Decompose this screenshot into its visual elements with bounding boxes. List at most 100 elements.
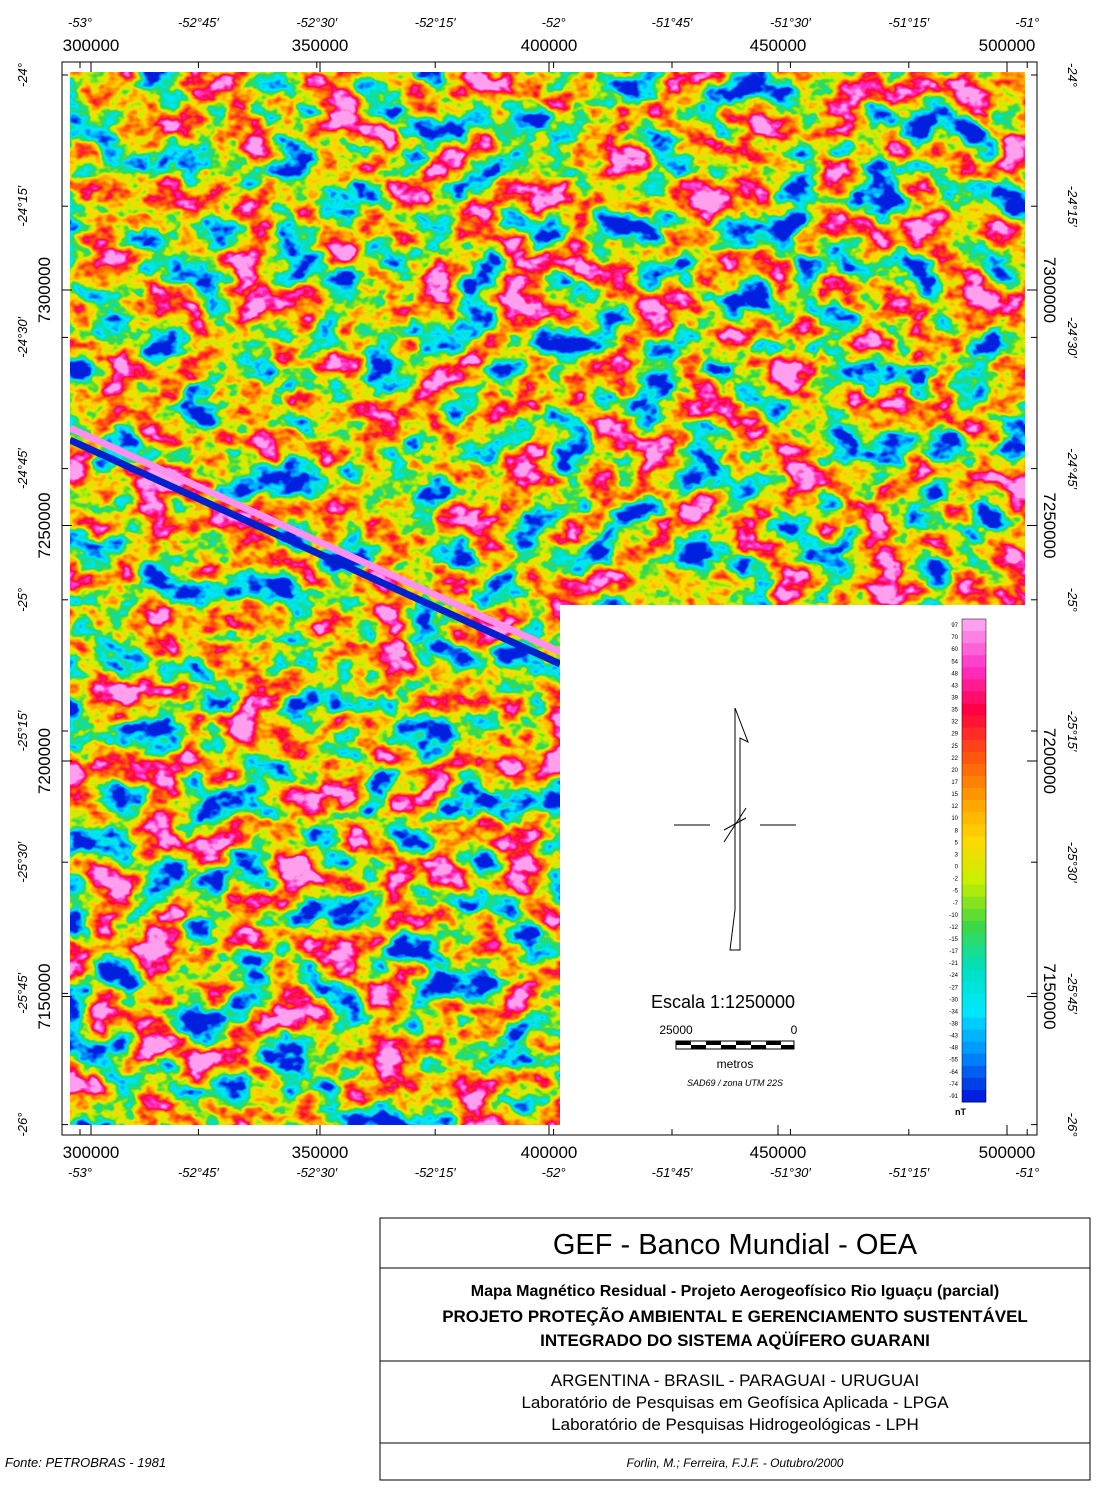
geo-y-label: -25°30′	[1065, 842, 1080, 883]
title-block: GEF - Banco Mundial - OEA Mapa Magnético…	[379, 1217, 1091, 1481]
legend-swatch	[962, 908, 986, 922]
legend-swatch	[962, 836, 986, 849]
utm-x-label: 400000	[521, 1143, 578, 1162]
legend-label: -64	[949, 1070, 958, 1076]
raster	[70, 72, 1025, 1125]
legend-swatch	[962, 1041, 986, 1055]
legend-swatch	[962, 896, 986, 910]
legend-border	[961, 618, 987, 1103]
legend-label: 29	[951, 732, 958, 738]
utm-y-label: 7250000	[35, 492, 54, 558]
north-arrow	[674, 707, 796, 951]
scale-bar: Escala 1:1250000 25000 0 metros SAD69 / …	[651, 992, 798, 1088]
geo-y-label: -25°15′	[15, 710, 30, 751]
legend-label: 3	[955, 852, 959, 858]
legend-label: 60	[951, 647, 958, 653]
utm-y-label: 7200000	[35, 728, 54, 794]
legend-swatch	[962, 691, 986, 705]
scale-unit: metros	[717, 1057, 754, 1071]
legend-swatch	[962, 1077, 986, 1091]
legend-label: -27	[949, 985, 958, 991]
geo-x-label: -52°	[542, 1165, 566, 1180]
legend-unit: nT	[955, 1107, 966, 1117]
legend-label: 32	[951, 720, 958, 726]
legend-label: 20	[951, 768, 958, 774]
legend-label: 25	[951, 744, 958, 750]
legend-swatch	[962, 824, 986, 837]
legend-label: -48	[949, 1046, 958, 1052]
legend-label: 48	[951, 671, 958, 677]
legend-swatch	[962, 848, 986, 861]
legend-label: -30	[949, 997, 958, 1003]
legend-swatch	[962, 1029, 986, 1043]
geo-y-label: -25°30′	[15, 841, 30, 882]
legend-label: 10	[951, 816, 958, 822]
utm-x-label: 450000	[750, 36, 807, 55]
legend-swatch	[962, 763, 986, 777]
geo-y-label: -25°45′	[1065, 973, 1080, 1014]
datum: SAD69 / zona UTM 22S	[687, 1078, 783, 1088]
utm-y-label: 7150000	[35, 963, 54, 1029]
legend-label: 8	[955, 828, 959, 834]
lab: Laboratório de Pesquisas Hidrogeológicas…	[551, 1415, 919, 1434]
project-line: PROJETO PROTEÇÃO AMBIENTAL E GERENCIAMEN…	[442, 1306, 1028, 1326]
legend-label: -34	[949, 1009, 958, 1015]
legend-swatch	[962, 788, 986, 801]
legend-label: -24	[949, 973, 958, 979]
legend-swatch	[962, 969, 986, 982]
legend-swatch	[962, 800, 986, 813]
source: Fonte: PETROBRAS - 1981	[5, 1455, 166, 1470]
geo-x-label: -51°	[1015, 15, 1039, 30]
utm-x-label: 300000	[63, 36, 120, 55]
legend-label: -91	[949, 1094, 958, 1100]
geo-x-label: -52°15′	[415, 15, 456, 30]
legend-label: -12	[949, 925, 958, 931]
geo-y-label: -26°	[15, 1113, 30, 1137]
utm-x-label: 350000	[292, 1143, 349, 1162]
legend-label: 97	[951, 623, 958, 629]
geo-x-label: -51°30′	[770, 1165, 811, 1180]
geo-y-label: -24°	[15, 63, 30, 87]
geo-x-label: -51°15′	[888, 1165, 929, 1180]
legend-swatch	[962, 993, 986, 1006]
geo-y-label: -24°30′	[15, 316, 30, 357]
legend-swatch	[962, 667, 986, 680]
geo-y-label: -24°15′	[1065, 186, 1080, 227]
legend-swatch	[962, 945, 986, 958]
legend-swatch	[962, 812, 986, 825]
geo-y-label: -26°	[1065, 1113, 1080, 1137]
legend-label: 12	[951, 804, 958, 810]
legend-swatch	[962, 631, 986, 644]
subtitle: Mapa Magnético Residual - Projeto Aeroge…	[471, 1283, 999, 1300]
legend-swatch	[962, 1017, 986, 1031]
legend-swatch	[962, 920, 986, 934]
geo-x-label: -51°	[1015, 1165, 1039, 1180]
legend-label: 43	[951, 683, 958, 689]
legend-swatch	[962, 957, 986, 970]
legend-label: -74	[949, 1082, 958, 1088]
geo-x-label: -52°30′	[296, 15, 337, 30]
utm-y-label: 7300000	[35, 257, 54, 323]
legend-label: -2	[953, 877, 959, 883]
geo-x-label: -52°45′	[178, 1165, 219, 1180]
legend-label: 54	[951, 659, 958, 665]
geo-x-label: -51°15′	[888, 15, 929, 30]
geo-x-label: -52°15′	[415, 1165, 456, 1180]
legend-label: -43	[949, 1034, 958, 1040]
geo-x-label: -52°30′	[296, 1165, 337, 1180]
legend-swatch	[962, 884, 986, 898]
geo-y-label: -24°30′	[1065, 317, 1080, 358]
legend-swatch	[962, 619, 986, 632]
geo-y-label: -25°15′	[1065, 711, 1080, 752]
utm-x-label: 500000	[979, 1143, 1036, 1162]
linear-anomaly	[70, 424, 562, 656]
heading: GEF - Banco Mundial - OEA	[553, 1229, 918, 1261]
legend-label: -10	[949, 913, 958, 919]
geo-y-label: -24°45′	[15, 448, 30, 489]
geo-x-label: -52°	[542, 15, 566, 30]
scale-left: 25000	[659, 1023, 693, 1037]
legend-label: -38	[949, 1022, 958, 1028]
legend-swatch	[962, 703, 986, 717]
project-line: INTEGRADO DO SISTEMA AQÜÍFERO GUARANI	[540, 1331, 930, 1350]
legend-swatch	[962, 1005, 986, 1018]
